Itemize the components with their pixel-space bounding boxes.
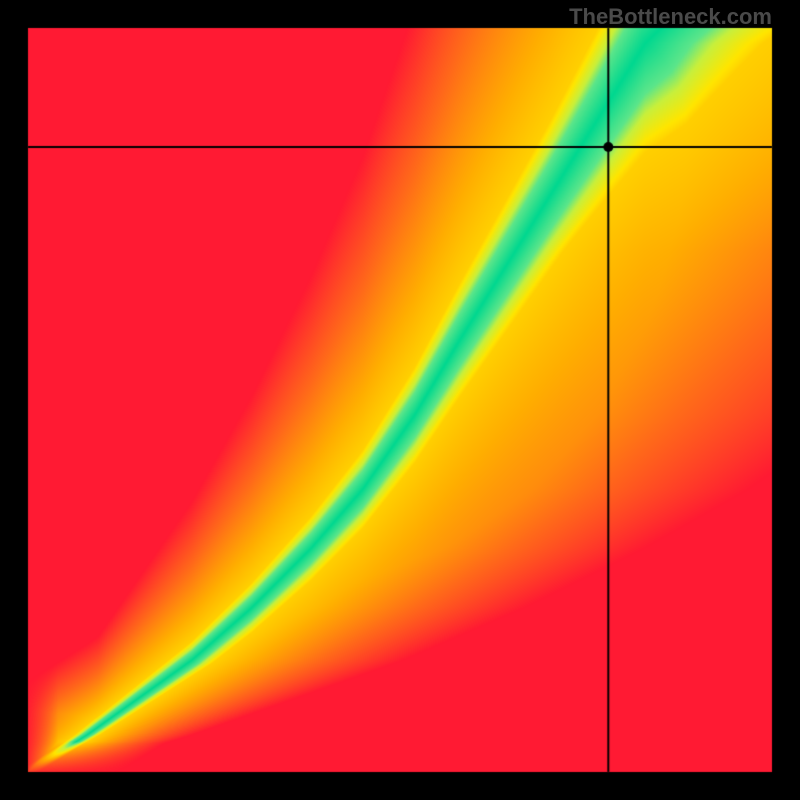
crosshair-overlay: [0, 0, 800, 800]
chart-container: TheBottleneck.com: [0, 0, 800, 800]
